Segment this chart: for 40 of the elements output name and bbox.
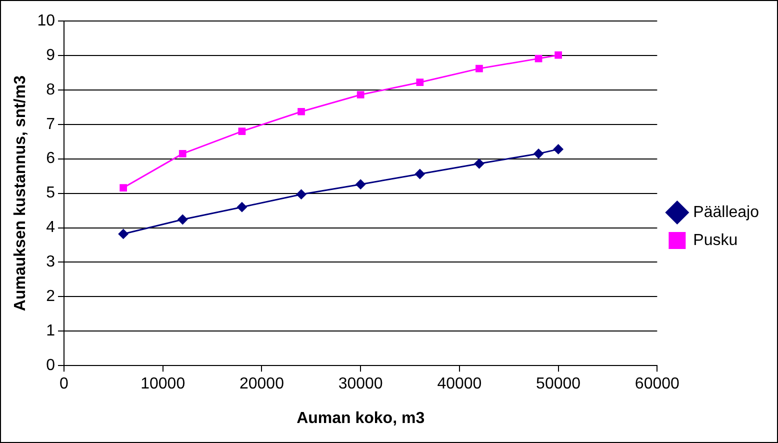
y-axis-title: Aumauksen kustannus, snt/m3 [12, 75, 30, 312]
y-tick-label: 1 [46, 322, 56, 340]
x-tick-label: 50000 [536, 376, 581, 393]
point [476, 64, 483, 72]
y-tick-label: 10 [37, 12, 56, 30]
point [553, 144, 564, 154]
x-tick-label: 40000 [437, 376, 482, 393]
y-tick-label: 2 [46, 288, 56, 306]
y-tick-label: 9 [46, 46, 56, 64]
y-tick-label: 5 [46, 184, 56, 202]
point [356, 91, 364, 98]
y-tick-label: 4 [46, 219, 56, 236]
x-tick-label: 0 [60, 376, 69, 393]
point [298, 108, 305, 116]
x-tick-label: 60000 [634, 376, 680, 393]
point [178, 150, 186, 158]
point [554, 51, 562, 59]
point [118, 228, 128, 239]
legend-label: Pusku [693, 232, 738, 249]
y-tick-label: 3 [46, 254, 56, 271]
y-tick-label: 0 [46, 357, 56, 374]
point [296, 189, 306, 200]
point [120, 184, 127, 192]
point [238, 128, 246, 135]
point [534, 54, 542, 62]
point [414, 169, 425, 180]
y-tick-label: 8 [46, 81, 56, 98]
x-tick-label: 20000 [239, 376, 284, 393]
point [178, 214, 188, 224]
x-axis-title: Auman koko, m3 [296, 410, 425, 427]
point [356, 179, 366, 190]
legend-label: Päälleajo [693, 204, 760, 221]
point [534, 148, 544, 159]
x-tick-label: 10000 [140, 376, 186, 393]
point [474, 158, 484, 169]
y-tick-label: 7 [46, 116, 56, 133]
point [416, 78, 424, 86]
x-tick-label: 30000 [338, 376, 383, 393]
y-tick-label: 6 [46, 150, 56, 168]
point [236, 202, 247, 212]
